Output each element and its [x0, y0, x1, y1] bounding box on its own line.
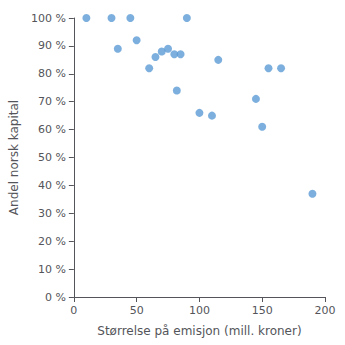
- svg-text:80 %: 80 %: [38, 67, 66, 80]
- svg-text:150: 150: [252, 304, 273, 317]
- svg-text:20 %: 20 %: [38, 235, 66, 248]
- svg-text:40 %: 40 %: [38, 179, 66, 192]
- svg-text:100: 100: [189, 304, 210, 317]
- svg-text:0: 0: [70, 304, 77, 317]
- svg-text:100 %: 100 %: [31, 12, 66, 25]
- svg-text:30 %: 30 %: [38, 207, 66, 220]
- svg-text:70 %: 70 %: [38, 95, 66, 108]
- svg-text:200: 200: [315, 304, 336, 317]
- svg-text:Andel norsk kapital: Andel norsk kapital: [7, 100, 21, 215]
- svg-text:Størrelse på emisjon (mill. kr: Størrelse på emisjon (mill. kroner): [97, 324, 301, 338]
- svg-text:0 %: 0 %: [45, 291, 66, 304]
- svg-text:60 %: 60 %: [38, 123, 66, 136]
- svg-text:50 %: 50 %: [38, 151, 66, 164]
- svg-text:10 %: 10 %: [38, 263, 66, 276]
- svg-text:90 %: 90 %: [38, 39, 66, 52]
- svg-text:50: 50: [130, 304, 144, 317]
